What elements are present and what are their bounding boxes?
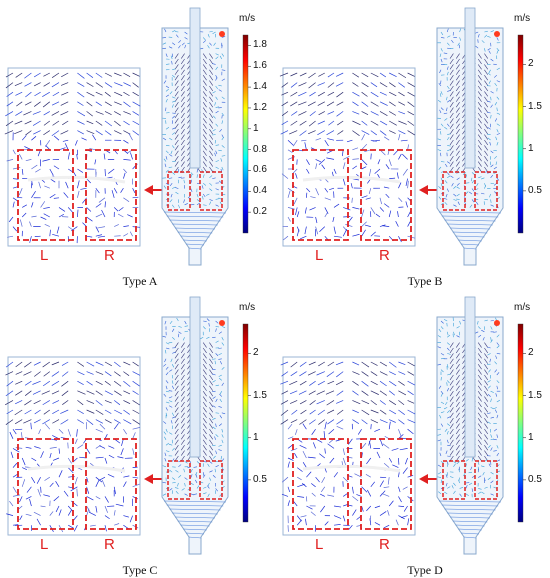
zoomed-region <box>4 67 141 247</box>
colorbar-tick-label: 0.5 <box>528 473 542 485</box>
colorbar-tick-label: 1.2 <box>253 101 267 113</box>
colorbar-tick-label: 2 <box>528 347 534 359</box>
zoomed-region <box>279 67 416 247</box>
panel-caption: Type A <box>122 274 158 288</box>
colorbar <box>517 323 524 523</box>
panel-caption: Type D <box>407 563 443 577</box>
reactor-flow-field <box>161 296 229 555</box>
reactor-flow-field <box>436 296 504 555</box>
colorbar-tick-label: 1.5 <box>528 389 542 401</box>
colorbar-tick-label: 0.2 <box>253 206 267 218</box>
region-r-box <box>85 438 137 530</box>
colorbar <box>517 34 524 234</box>
panel-caption: Type B <box>407 274 443 288</box>
colorbar-tick-label: 0.4 <box>253 185 267 197</box>
reactor-flow-field <box>436 7 504 266</box>
panel-caption: Type C <box>122 563 158 577</box>
region-l-label: L <box>315 536 323 553</box>
colorbar-tick-label: 1.5 <box>528 100 542 112</box>
colorbar-tick-label: 1.8 <box>253 39 267 51</box>
region-r-label: R <box>104 247 115 264</box>
region-l-label: L <box>40 247 48 264</box>
reactor-flow-field <box>161 7 229 266</box>
colorbar-tick-label: 2 <box>528 58 534 70</box>
colorbar-tick-label: 1.4 <box>253 81 267 93</box>
region-r-label: R <box>104 536 115 553</box>
region-l-box <box>17 438 74 530</box>
region-l-box <box>292 438 349 530</box>
region-l-label: L <box>40 536 48 553</box>
colorbar-tick-label: 1 <box>253 431 259 443</box>
colorbar-unit: m/s <box>514 302 531 313</box>
region-l-label: L <box>315 247 323 264</box>
region-l-box <box>17 149 74 241</box>
colorbar-tick-label: 1 <box>253 122 259 134</box>
colorbar <box>242 34 249 234</box>
colorbar-tick-label: 2 <box>253 347 259 359</box>
zoomed-region <box>280 356 416 536</box>
colorbar-tick-label: 0.8 <box>253 143 267 155</box>
colorbar-tick-label: 1 <box>528 431 534 443</box>
region-r-label: R <box>379 536 390 553</box>
colorbar-tick-label: 1.6 <box>253 60 267 72</box>
colorbar-tick-label: 0.5 <box>528 184 542 196</box>
colorbar-tick-label: 1 <box>528 142 534 154</box>
colorbar <box>242 323 249 523</box>
colorbar-unit: m/s <box>239 302 256 313</box>
colorbar-tick-label: 1.5 <box>253 389 267 401</box>
colorbar-tick-label: 0.5 <box>253 473 267 485</box>
region-r-box <box>360 149 412 241</box>
region-l-box <box>292 149 349 241</box>
colorbar-unit: m/s <box>514 13 531 24</box>
colorbar-unit: m/s <box>239 13 256 24</box>
zoomed-region <box>4 356 141 536</box>
colorbar-tick-label: 0.6 <box>253 164 267 176</box>
region-r-box <box>85 149 137 241</box>
region-r-box <box>360 438 412 530</box>
region-r-label: R <box>379 247 390 264</box>
